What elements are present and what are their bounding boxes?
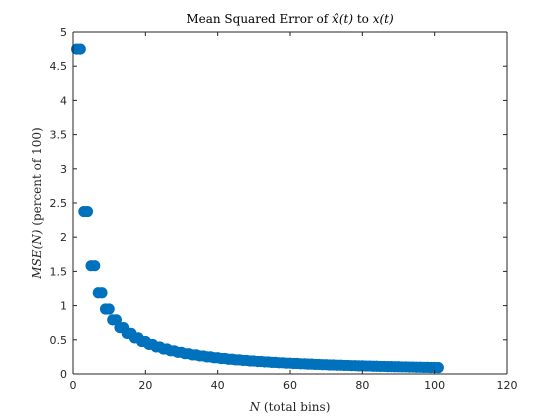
x-axis-label-rest: (total bins): [260, 400, 330, 414]
title-prefix: Mean Squared Error of: [186, 12, 332, 26]
y-tick-label: 3.5: [50, 129, 68, 142]
x-axis-ticks: 0 20 40 60 80 100 120: [70, 32, 518, 392]
y-tick-label: 3: [60, 163, 67, 176]
data-point: [74, 43, 86, 55]
y-tick-label: 1: [60, 300, 67, 313]
data-point: [81, 205, 94, 218]
y-axis-label-var: MSE(N): [30, 229, 44, 279]
y-tick-label: 2: [60, 231, 67, 244]
y-tick-label: 1.5: [50, 265, 68, 278]
x-tick-label: 20: [138, 379, 152, 392]
y-axis-label: MSE(N) (percent of 100): [30, 127, 44, 279]
x-tick-label: 0: [70, 379, 77, 392]
x-tick-label: 60: [283, 379, 297, 392]
y-tick-label: 0.5: [50, 334, 68, 347]
x-axis-label-var: N: [249, 400, 261, 414]
data-point: [103, 303, 115, 315]
x-tick-label: 80: [355, 379, 369, 392]
y-tick-label: 0: [60, 368, 67, 381]
y-tick-label: 5: [60, 26, 67, 39]
title-var2: x(t): [373, 12, 394, 26]
x-tick-label: 120: [497, 379, 518, 392]
title-var1: x̂(t): [332, 12, 353, 26]
y-axis-label-rest: (percent of 100): [30, 127, 44, 229]
chart-title: Mean Squared Error of x̂(t) to x(t): [186, 12, 394, 26]
title-middle: to: [353, 12, 373, 26]
data-point: [96, 287, 108, 299]
data-markers: [71, 43, 444, 374]
y-tick-label: 2.5: [50, 197, 68, 210]
plot-area: [73, 32, 507, 374]
x-axis-label: N (total bins): [249, 400, 331, 414]
y-axis-ticks: 0 0.5 1 1.5 2 2.5 3 3.5 4 4.5 5: [50, 26, 507, 381]
data-point: [89, 260, 101, 272]
data-point: [432, 362, 444, 374]
x-tick-label: 100: [424, 379, 445, 392]
y-tick-label: 4: [60, 94, 67, 107]
x-tick-label: 40: [211, 379, 225, 392]
y-tick-label: 4.5: [50, 60, 68, 73]
